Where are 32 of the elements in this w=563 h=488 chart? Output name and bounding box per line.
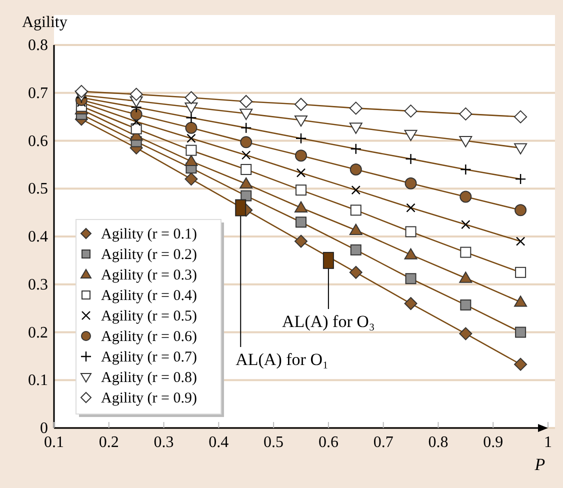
x-tick-label: 0.4 (208, 434, 229, 451)
legend-label: Agility (r = 0.7) (101, 350, 197, 366)
legend-label: Agility (r = 0.1) (101, 226, 197, 242)
legend-label: Agility (r = 0.5) (101, 308, 197, 324)
y-tick-label: 0.6 (28, 132, 48, 150)
x-tick-label: 0.7 (373, 434, 394, 451)
annotation: AL(A) for O₃ (282, 312, 375, 331)
y-axis-title: Agility (22, 14, 68, 31)
y-tick-label: 0.7 (28, 84, 48, 102)
legend-label: Agility (r = 0.9) (101, 390, 197, 406)
legend-label: Agility (r = 0.4) (101, 288, 197, 304)
x-tick-label: 0.6 (318, 434, 338, 451)
y-tick-label: 0.1 (28, 372, 48, 390)
legend-label: Agility (r = 0.8) (101, 370, 197, 386)
x-tick-label: 0.8 (428, 434, 448, 451)
y-tick-label: 0.4 (28, 228, 48, 246)
legend-label: Agility (r = 0.3) (101, 268, 197, 284)
y-tick-label: 0.5 (28, 180, 48, 198)
x-tick-label: 0.2 (98, 434, 119, 451)
y-tick-label: 0.3 (28, 276, 48, 294)
x-tick-label: 0.1 (44, 434, 64, 451)
x-tick-label: 0.5 (264, 434, 284, 451)
y-tick-label: 0.2 (28, 324, 48, 342)
legend-label: Agility (r = 0.2) (101, 247, 197, 263)
annotation: AL(A) for O₁ (236, 350, 328, 369)
y-tick-label: 0.8 (28, 37, 48, 54)
legend-label: Agility (r = 0.6) (101, 329, 197, 345)
y-tick-label: 0 (40, 420, 48, 437)
x-tick-label: 1 (544, 434, 552, 451)
x-tick-label: 0.3 (154, 434, 174, 451)
x-tick-label: 0.9 (483, 434, 504, 451)
x-axis-title: P (534, 455, 546, 474)
